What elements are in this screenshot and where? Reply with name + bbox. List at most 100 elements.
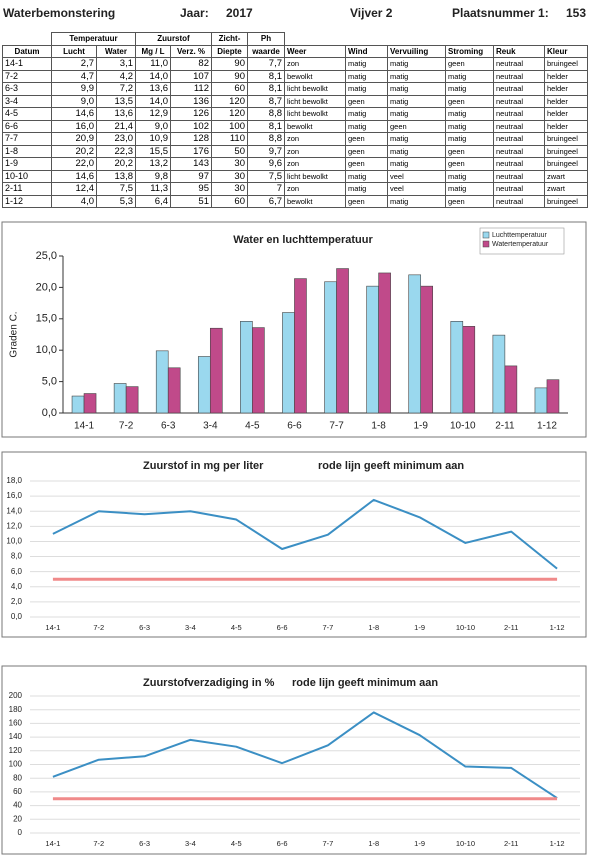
bar	[450, 321, 464, 414]
x-tick-label: 1-8	[371, 421, 386, 432]
y-tick-label: 16,0	[6, 491, 22, 500]
y-tick-label: 100	[9, 760, 23, 769]
bar	[252, 327, 265, 414]
table-cell: 22,0	[51, 157, 97, 171]
x-tick-label: 3-4	[185, 623, 196, 632]
chart: Water en luchttemperatuur Graden C. 0,0 5,0…	[1, 221, 587, 438]
year-label: Jaar:	[180, 6, 209, 20]
table-cell: neutraal	[493, 157, 545, 171]
table-cell: 6,4	[135, 194, 171, 208]
table-cell: 13,6	[96, 107, 136, 121]
table-cell: matig	[345, 182, 388, 196]
table-cell: matig	[345, 57, 388, 71]
table-cell: 112	[170, 82, 212, 96]
x-tick-label: 6-6	[277, 623, 288, 632]
bar	[534, 387, 548, 414]
x-tick-label: 14-1	[74, 421, 94, 432]
table-cell: 3,1	[96, 57, 136, 71]
table-cell: 1-8	[2, 144, 52, 158]
table-cell: 14,0	[135, 69, 171, 83]
table-cell: geen	[345, 94, 388, 108]
bar	[378, 272, 391, 414]
table-cell: 9,9	[51, 82, 97, 96]
bar	[125, 386, 139, 414]
x-tick-label: 4-5	[231, 839, 242, 848]
chart-title: Water en luchttemperatuur	[233, 234, 373, 246]
table-cell: neutraal	[493, 132, 545, 146]
table-cell: bruingeel	[544, 194, 588, 208]
y-tick-label: 0,0	[42, 407, 57, 419]
table-cell: matig	[387, 144, 446, 158]
table-cell: matig	[445, 132, 494, 146]
table-cell: geen	[445, 194, 494, 208]
table-cell: 30	[211, 157, 248, 171]
table-cell: neutraal	[493, 144, 545, 158]
y-tick-label: 10,0	[36, 344, 57, 356]
table-cell: 13,6	[135, 82, 171, 96]
bar	[209, 327, 223, 414]
table-cell: geen	[445, 157, 494, 171]
table-cell: matig	[445, 169, 494, 183]
legend-label: Luchttemperatuur	[492, 232, 548, 239]
x-tick-label: 7-7	[322, 839, 333, 848]
x-tick-label: 7-2	[119, 421, 134, 432]
table-cell: 4-5	[2, 107, 52, 121]
table-cell: 16,0	[51, 119, 97, 133]
table-cell: geen	[445, 94, 494, 108]
column-header: Datum	[2, 44, 52, 58]
table-cell: 4,0	[51, 194, 97, 208]
bar	[240, 321, 253, 414]
table-cell: 4,7	[51, 69, 97, 83]
legend-swatch	[482, 240, 490, 248]
table-cell: 51	[170, 194, 212, 208]
table-cell: 13,5	[96, 94, 136, 108]
table-cell: matig	[345, 82, 388, 96]
table-row: 7-2 4,7 4,2 14,0 107 90 8,1 bewolkt matig matig ma…	[2, 69, 588, 83]
x-tick-label: 2-11	[495, 421, 515, 432]
table-cell: neutraal	[493, 169, 545, 183]
table-cell: 128	[170, 132, 212, 146]
column-header-row: Datum Lucht Water Mg / L Verz. % Diepte waarde…	[2, 44, 588, 58]
table-cell: 10-10	[2, 169, 52, 183]
column-header: Mg / L	[135, 44, 171, 58]
table-cell: 8,8	[247, 132, 285, 146]
table-cell: 14-1	[2, 57, 52, 71]
x-tick-label: 10-10	[456, 839, 475, 848]
x-tick-label: 7-2	[93, 839, 104, 848]
table-cell: 6,7	[247, 194, 285, 208]
table-cell: geen	[345, 144, 388, 158]
y-tick-label: 12,0	[6, 521, 22, 530]
table-cell: bruingeel	[544, 157, 588, 171]
x-tick-label: 7-7	[329, 421, 344, 432]
table-row: 1-9 22,0 20,2 13,2 143 30 9,6 zon geen matig geen n…	[2, 157, 588, 171]
table-cell: 3-4	[2, 94, 52, 108]
column-header: Wind	[345, 44, 388, 58]
column-header: Kleur	[544, 44, 588, 58]
table-cell: 9,7	[247, 144, 285, 158]
table-cell: 9,0	[135, 119, 171, 133]
table-cell: 50	[211, 144, 248, 158]
table-cell: 20,2	[96, 157, 136, 171]
y-tick-label: 0	[18, 828, 23, 837]
x-tick-label: 3-4	[203, 421, 218, 432]
x-tick-label: 1-9	[413, 421, 428, 432]
table-cell: zwart	[544, 182, 588, 196]
table-cell: matig	[387, 57, 446, 71]
bar	[197, 356, 211, 414]
table-cell: matig	[345, 119, 388, 133]
table-row: 1-12 4,0 5,3 6,4 51 60 6,7 bewolkt geen matig geen…	[2, 194, 588, 208]
table-cell: neutraal	[493, 107, 545, 121]
x-tick-label: 7-7	[322, 623, 333, 632]
group-header: Temperatuur	[51, 32, 136, 46]
x-tick-label: 6-3	[139, 623, 150, 632]
table-cell: neutraal	[493, 194, 545, 208]
bar	[366, 285, 379, 414]
table-cell: 8,8	[247, 107, 285, 121]
legend-box	[479, 227, 565, 255]
table-cell: neutraal	[493, 82, 545, 96]
table-row: 6-6 16,0 21,4 9,0 102 100 8,1 bewolkt matig geen m…	[2, 119, 588, 133]
table-cell: 90	[211, 69, 248, 83]
table-cell: zon	[284, 144, 346, 158]
table-cell: 100	[211, 119, 248, 133]
